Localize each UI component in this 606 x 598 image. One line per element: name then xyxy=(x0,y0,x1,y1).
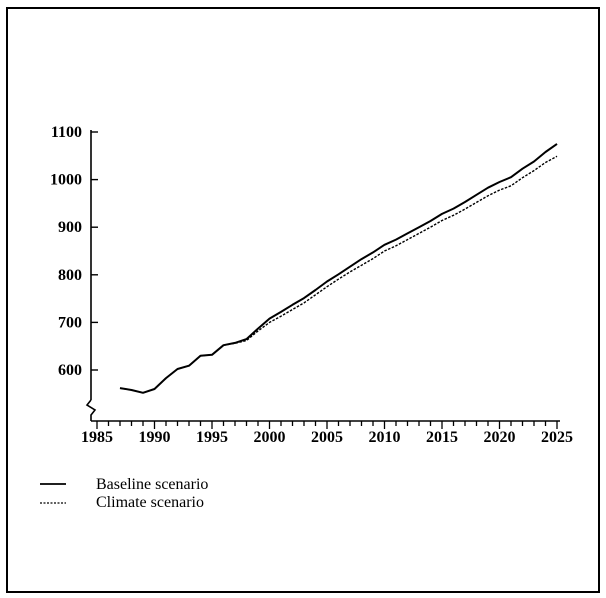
x-tick-label: 2015 xyxy=(426,429,458,446)
x-tick-label: 2025 xyxy=(541,429,573,446)
legend-label-climate: Climate scenario xyxy=(96,494,204,511)
x-tick-label: 2000 xyxy=(254,429,286,446)
series-line-baseline xyxy=(119,143,558,394)
y-tick-label: 1100 xyxy=(51,124,82,141)
chart-legend: Baseline scenario Climate scenario xyxy=(40,476,208,511)
x-tick-label: 2010 xyxy=(369,429,401,446)
chart-frame xyxy=(6,7,600,593)
legend-label-baseline: Baseline scenario xyxy=(96,476,208,493)
x-tick-label: 1995 xyxy=(196,429,228,446)
y-tick-label: 600 xyxy=(58,362,82,379)
y-tick-label: 700 xyxy=(58,314,82,331)
x-tick-label: 2005 xyxy=(311,429,343,446)
x-tick-label: 2020 xyxy=(484,429,516,446)
chart-series xyxy=(119,143,558,394)
y-axis-break xyxy=(85,399,97,421)
y-tick-label: 800 xyxy=(58,267,82,284)
series-line-climate xyxy=(119,155,558,394)
chart-axes: 600 700 800 900 1000 1100 1985 1990 1995 2000 2005… xyxy=(50,124,573,446)
y-tick-label: 900 xyxy=(58,219,82,236)
x-tick-label: 1985 xyxy=(81,429,113,446)
y-tick-label: 1000 xyxy=(50,172,82,189)
x-tick-label: 1990 xyxy=(139,429,171,446)
